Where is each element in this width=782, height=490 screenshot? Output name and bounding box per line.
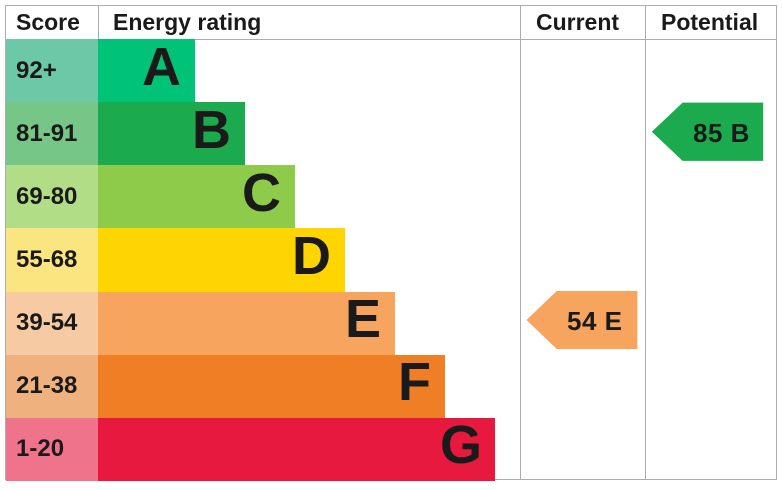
svg-text:85 B: 85 B: [693, 118, 750, 148]
svg-text:54 E: 54 E: [567, 306, 623, 336]
